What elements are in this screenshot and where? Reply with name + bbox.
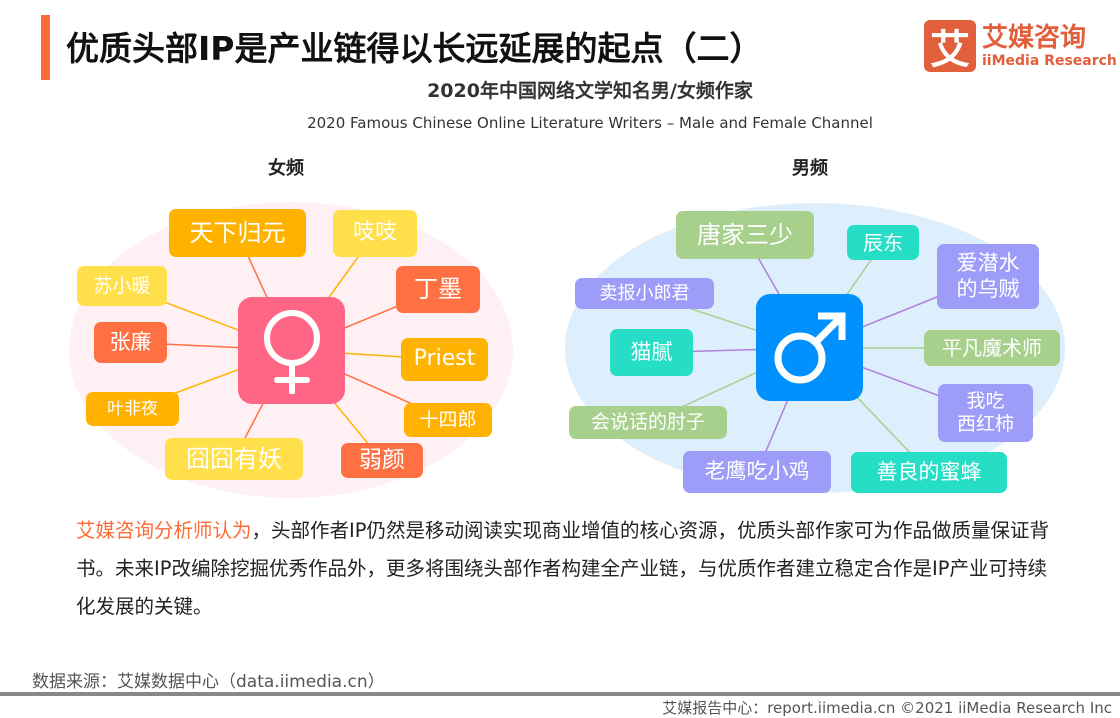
female-writer-node: 苏小暖 (77, 266, 167, 306)
female-writer-node: 弱颜 (341, 443, 423, 478)
male-label: 男频 (792, 158, 828, 179)
female-symbol-icon (263, 309, 320, 394)
data-source: 数据来源：艾媒数据中心（data.iimedia.cn） (32, 672, 385, 692)
male-writer-node: 善良的蜜蜂 (851, 452, 1007, 493)
male-center (756, 294, 863, 401)
subtitle-cn: 2020年中国网络文学知名男/女频作家 (427, 80, 753, 102)
female-writer-node: 十四郎 (404, 403, 492, 437)
female-center (238, 297, 345, 404)
subtitle-en: 2020 Famous Chinese Online Literature Wr… (307, 114, 873, 132)
male-writer-node: 会说话的肘子 (569, 406, 727, 439)
male-writer-node: 唐家三少 (676, 211, 814, 259)
female-writer-node: 囧囧有妖 (165, 438, 303, 480)
analysis-highlight: 艾媒咨询分析师认为 (76, 519, 252, 542)
female-writer-node: 叶非夜 (86, 392, 179, 426)
male-writer-node: 猫腻 (610, 329, 693, 376)
logo-cn: 艾媒咨询 (982, 23, 1087, 53)
footer-copyright: 艾媒报告中心：report.iimedia.cn ©2021 iiMedia R… (662, 699, 1112, 717)
female-writer-node: Priest (401, 338, 488, 381)
male-symbol-icon (774, 312, 845, 383)
male-writer-node: 老鹰吃小鸡 (683, 451, 831, 493)
female-writer-node: 天下归元 (169, 209, 306, 257)
female-writer-node: 张廉 (94, 322, 167, 363)
male-writer-node: 辰东 (847, 225, 919, 260)
female-writer-node: 吱吱 (333, 210, 417, 257)
page-title: 优质头部IP是产业链得以长远延展的起点（二） (66, 29, 763, 68)
analysis-text: ，头部作者IP仍然是移动阅读实现商业增值的核心资源，优质头部作家可为作品做质量保… (76, 519, 1050, 618)
title-accent-bar (41, 15, 50, 80)
analysis-paragraph: 艾媒咨询分析师认为，头部作者IP仍然是移动阅读实现商业增值的核心资源，优质头部作… (76, 512, 1066, 626)
logo: 艾 艾媒咨询 iiMedia Research (924, 20, 1117, 73)
male-writer-node: 卖报小郎君 (575, 278, 714, 309)
logo-mark: 艾 (924, 20, 976, 73)
male-writer-node: 我吃 西红柿 (938, 384, 1033, 442)
male-writer-node: 爱潜水 的乌贼 (937, 244, 1039, 309)
logo-en: iiMedia Research (982, 53, 1117, 69)
female-writer-node: 丁墨 (396, 266, 480, 313)
male-writer-node: 平凡魔术师 (924, 330, 1060, 366)
female-label: 女频 (268, 158, 304, 179)
footer-divider (0, 692, 1120, 696)
